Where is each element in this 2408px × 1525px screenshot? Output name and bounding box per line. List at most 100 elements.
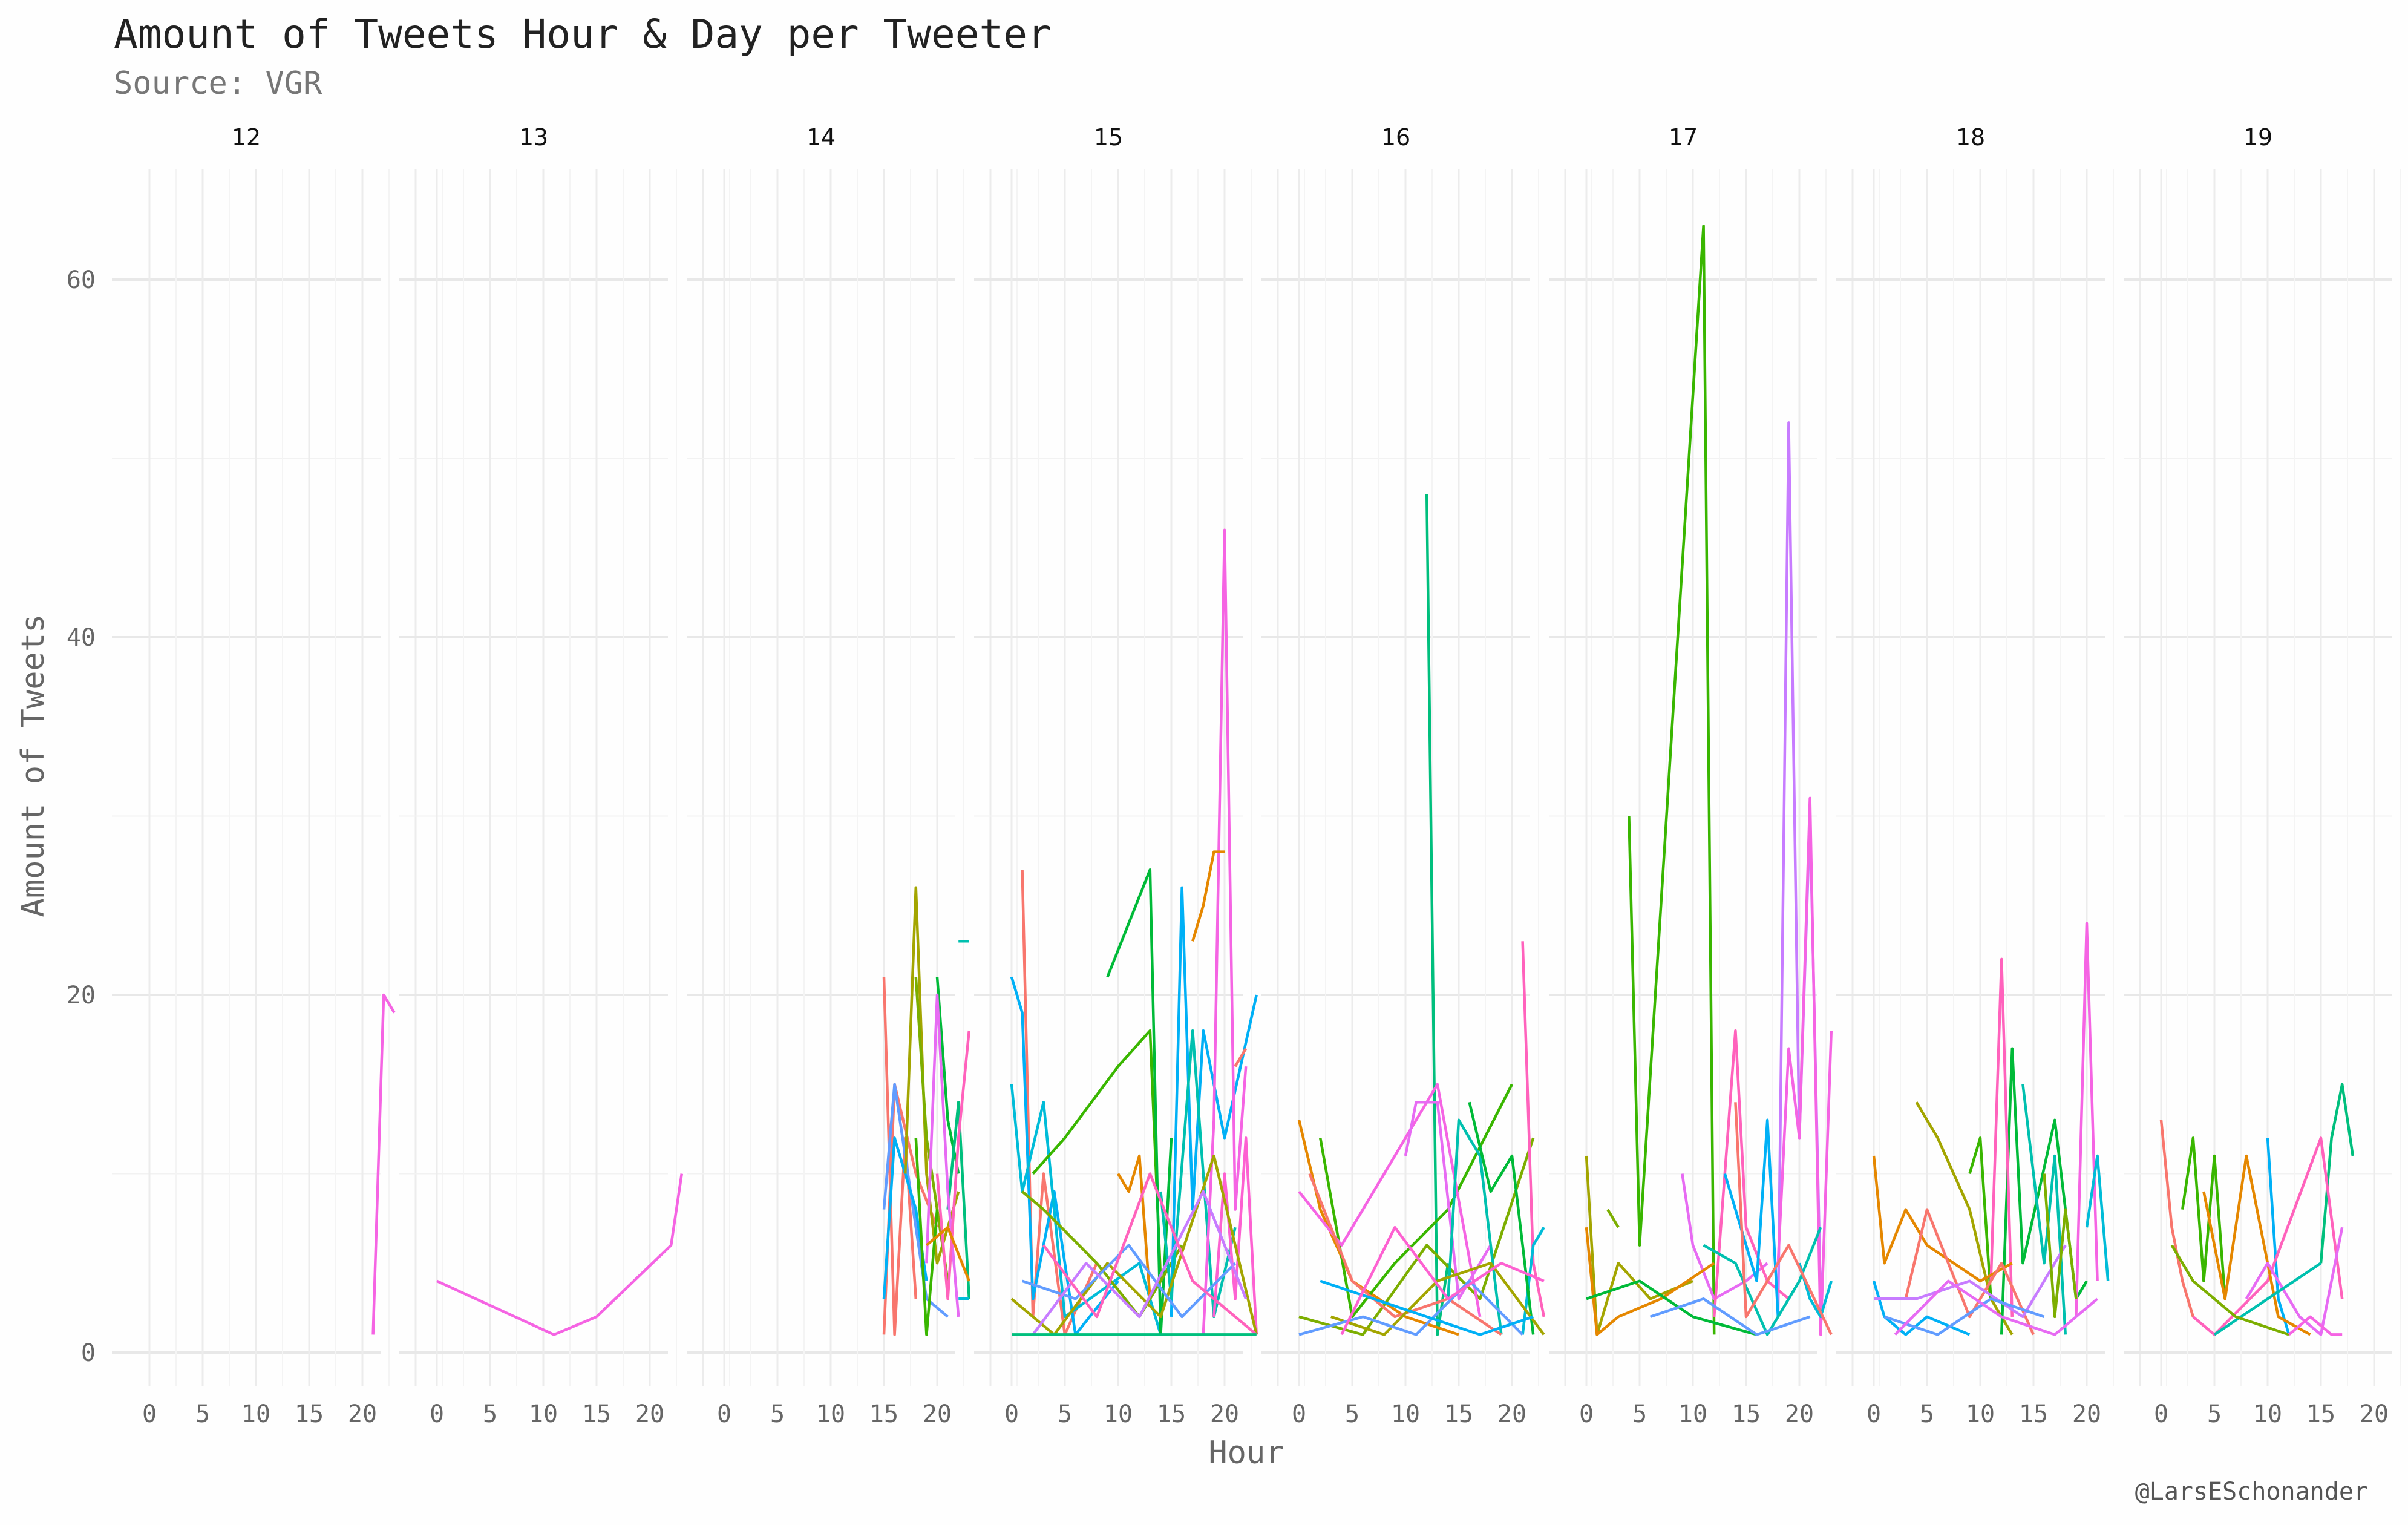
facet-panel-12: 12 0 5 10 15 20 xyxy=(112,124,443,1428)
series-line-day18-10 xyxy=(1874,1244,2067,1319)
series-line-day14-11 xyxy=(925,1225,970,1282)
x-tick-label: 20 xyxy=(1497,1400,1526,1428)
x-tick-label: 5 xyxy=(1920,1400,1934,1428)
author-caption: @LarsESchonander xyxy=(2135,1478,2368,1506)
series-line-day18-11 xyxy=(2043,1173,2078,1319)
series-line-day17-0 xyxy=(1628,225,1716,1335)
x-tick-label: 0 xyxy=(1867,1400,1881,1428)
series-line-day18-12 xyxy=(1883,1297,2045,1336)
series-line-day14-6 xyxy=(914,1138,939,1336)
series-line-day15-5 xyxy=(1117,1154,1152,1299)
x-tick-label: 15 xyxy=(1732,1400,1761,1428)
facet-strip-label: 14 xyxy=(806,124,836,151)
series-line-day17-5 xyxy=(1585,1155,1693,1336)
series-line-day16-6 xyxy=(1521,941,1546,1317)
series-line-day15-11 xyxy=(1191,850,1225,942)
series-line-day15-3 xyxy=(1032,1029,1162,1281)
series-line-day13-0 xyxy=(436,1173,684,1336)
x-tick-label: 15 xyxy=(1157,1400,1186,1428)
series-line-day12-0 xyxy=(371,993,396,1335)
x-tick-label: 20 xyxy=(2360,1400,2389,1428)
x-tick-label: 0 xyxy=(430,1400,444,1428)
facet-strip-label: 17 xyxy=(1669,124,1698,151)
series-line-day15-9 xyxy=(1202,528,1248,1335)
x-tick-label: 20 xyxy=(2072,1400,2101,1428)
series-line-day15-2 xyxy=(1010,1084,1162,1336)
x-tick-label: 5 xyxy=(2207,1400,2222,1428)
series-line-day15-16 xyxy=(1042,1172,1258,1336)
series-line-day16-10 xyxy=(1308,1173,1502,1336)
x-tick-label: 10 xyxy=(241,1400,270,1428)
x-tick-label: 0 xyxy=(1004,1400,1019,1428)
series-line-day16-0 xyxy=(1425,494,1450,1336)
facet-strip-label: 16 xyxy=(1381,124,1410,151)
series-line-day19-1 xyxy=(2181,1136,2226,1299)
facet-strip-label: 13 xyxy=(519,124,548,151)
x-tick-label: 5 xyxy=(195,1400,210,1428)
x-tick-label: 5 xyxy=(1345,1400,1359,1428)
series-line-day15-1 xyxy=(1010,976,1119,1336)
x-tick-label: 0 xyxy=(2154,1400,2168,1428)
series-line-day18-0 xyxy=(1915,1101,2014,1336)
series-line-day15-10 xyxy=(1212,1136,1258,1335)
x-tick-label: 5 xyxy=(1632,1400,1647,1428)
facet-panel-14: 14 0 5 10 15 20 xyxy=(687,124,1018,1428)
x-tick-label: 10 xyxy=(1678,1400,1707,1428)
series-line-day16-14 xyxy=(1340,1225,1545,1336)
chart-title: Amount of Tweets Hour & Day per Tweeter xyxy=(114,11,1052,57)
series-line-day18-6 xyxy=(1904,1208,2035,1336)
series-line-day18-4 xyxy=(2075,922,2099,1317)
series-line-day15-6 xyxy=(1021,1190,1183,1319)
series-line-day19-5 xyxy=(2202,1154,2311,1336)
x-tick-label: 15 xyxy=(1444,1400,1473,1428)
facet-strip-label: 18 xyxy=(1956,124,1985,151)
series-line-day19-7 xyxy=(2213,1262,2322,1336)
facet-panel-16: 16 0 5 10 15 20 xyxy=(1261,124,1592,1428)
facet-panel-17: 17 0 5 10 15 20 xyxy=(1549,124,1880,1428)
series-line-day15-15 xyxy=(1032,1190,1248,1336)
x-tick-label: 20 xyxy=(1210,1400,1239,1428)
series-line-day19-6 xyxy=(2245,1227,2344,1336)
series-line-day17-13 xyxy=(1649,1297,1811,1336)
x-tick-label: 15 xyxy=(295,1400,324,1428)
series-line-day14-9 xyxy=(925,993,960,1317)
series-line-day16-7 xyxy=(1521,1227,1545,1335)
x-tick-label: 0 xyxy=(717,1400,731,1428)
series-line-day17-4 xyxy=(1712,1029,1790,1317)
y-tick-label: 60 xyxy=(67,266,96,294)
y-tick-label: 0 xyxy=(81,1339,96,1367)
series-line-day16-4 xyxy=(1298,1083,1482,1317)
x-tick-label: 20 xyxy=(635,1400,664,1428)
x-tick-label: 15 xyxy=(2306,1400,2335,1428)
series-line-day19-4 xyxy=(2192,1136,2344,1336)
x-tick-label: 10 xyxy=(2253,1400,2282,1428)
series-line-day19-9 xyxy=(2288,1315,2343,1336)
x-tick-label: 0 xyxy=(142,1400,157,1428)
x-tick-label: 0 xyxy=(1579,1400,1594,1428)
facet-panel-18: 18 0 5 10 15 20 xyxy=(1836,124,2167,1428)
x-tick-label: 10 xyxy=(1966,1400,1995,1428)
x-tick-label: 10 xyxy=(1104,1400,1133,1428)
series-line-day15-13 xyxy=(1010,1154,1258,1336)
y-tick-label: 40 xyxy=(67,624,96,652)
series-line-day16-9 xyxy=(1468,1101,1535,1335)
series-line-day17-3 xyxy=(1681,1173,1768,1300)
series-line-day17-6 xyxy=(1585,1227,1715,1336)
y-tick-label: 20 xyxy=(67,982,96,1009)
facet-panel-19: 19 0 5 10 15 20 xyxy=(2124,124,2401,1428)
series-line-day17-11 xyxy=(1606,1209,1620,1228)
facet-strip-label: 15 xyxy=(1094,124,1123,151)
x-tick-label: 5 xyxy=(770,1400,785,1428)
series-line-day18-5 xyxy=(1872,1155,2013,1283)
series-line-day19-3 xyxy=(2266,1138,2291,1336)
series-line-day17-12 xyxy=(1734,1102,1833,1336)
x-tick-label: 20 xyxy=(923,1400,952,1428)
series-line-day17-2 xyxy=(1776,796,1833,1336)
facet-panel-15: 15 0 5 10 15 20 xyxy=(974,124,1305,1428)
x-tick-label: 5 xyxy=(1058,1400,1072,1428)
series-line-day15-14 xyxy=(1021,1244,1237,1319)
series-line-day19-2 xyxy=(2319,1083,2355,1264)
series-line-day18-9 xyxy=(2085,1154,2110,1281)
x-tick-label: 20 xyxy=(348,1400,377,1428)
